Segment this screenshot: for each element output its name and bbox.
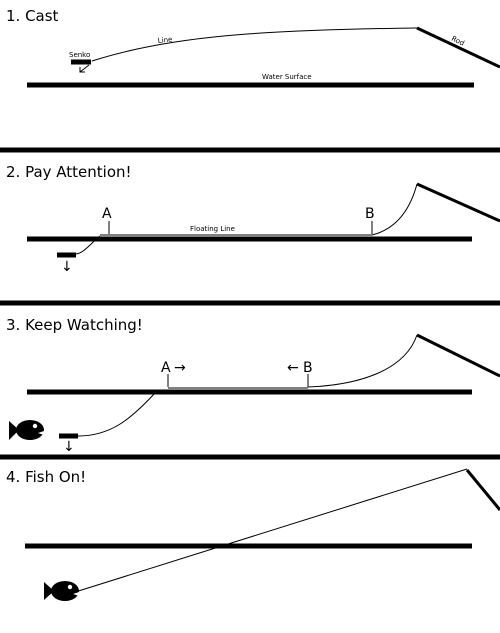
sinking-line: [77, 392, 156, 437]
sinking-line: [75, 235, 101, 255]
down-arrow-icon: ↓: [61, 259, 73, 275]
fishing-line: [91, 27, 418, 62]
fishing-rod: [416, 182, 500, 223]
senko-label: Senko: [69, 51, 90, 59]
down-arrow-icon: ↓: [63, 439, 75, 455]
panel-4-title: 4. Fish On!: [6, 468, 86, 486]
rod-line-curve: [371, 183, 418, 236]
left-arrow-icon: ←: [287, 360, 299, 376]
panel-pay-attention: 2. Pay Attention! Floating Line A B ↓: [6, 163, 500, 275]
senko-arrow-icon: [79, 64, 90, 73]
rod-line-curve: [307, 334, 418, 388]
marker-b: B: [365, 206, 375, 222]
panel-3-title: 3. Keep Watching!: [6, 316, 143, 334]
panel-1-title: 1. Cast: [6, 7, 59, 25]
line-label: Line: [157, 36, 172, 45]
water-surface-label: Water Surface: [262, 73, 312, 81]
marker-a: A: [161, 360, 171, 376]
panel-cast: 1. Cast Senko Line Rod Water Surface: [6, 7, 500, 88]
fish-icon: [9, 420, 44, 440]
marker-b: B: [303, 360, 313, 376]
taut-line: [71, 468, 468, 594]
panel-2-title: 2. Pay Attention!: [6, 163, 132, 181]
fishing-rod: [416, 26, 500, 69]
bent-rod: [465, 469, 500, 511]
right-arrow-icon: →: [174, 360, 186, 376]
fishing-rod: [416, 333, 500, 378]
panel-fish-on: 4. Fish On!: [6, 468, 500, 601]
hooked-fish-icon: [44, 581, 79, 601]
floating-line-label: Floating Line: [190, 225, 235, 233]
marker-a: A: [102, 206, 112, 222]
panel-keep-watching: 3. Keep Watching! A → ← B ↓: [6, 316, 500, 455]
